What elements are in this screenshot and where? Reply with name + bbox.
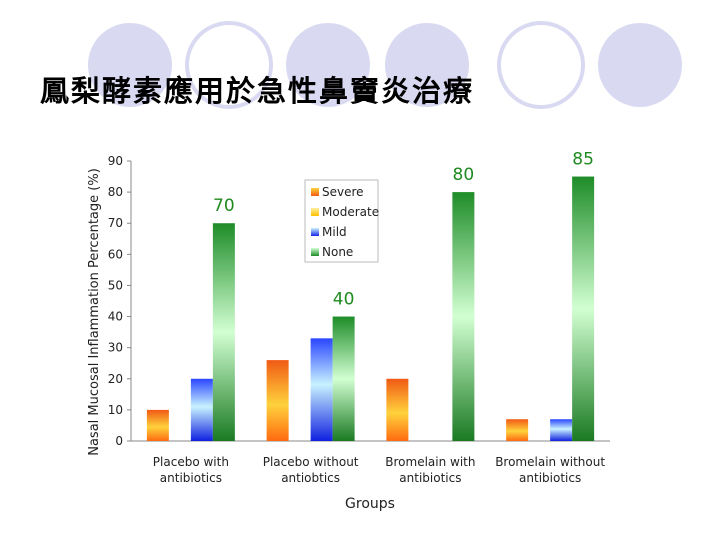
decorative-circle: [385, 23, 469, 107]
x-category-label: Placebo with: [153, 455, 229, 469]
x-category-label: antibiotics: [399, 471, 461, 485]
legend-label-mild: Mild: [322, 225, 347, 239]
bar-severe: [146, 409, 169, 441]
bar-none: [332, 316, 355, 441]
y-tick-label: 90: [108, 154, 123, 168]
bars: [146, 176, 595, 442]
bar-none: [212, 223, 235, 441]
data-label: 40: [333, 290, 355, 310]
data-label: 85: [572, 150, 594, 170]
x-category-label: antiobtics: [281, 471, 340, 485]
bar-severe: [506, 419, 529, 441]
decorative-circle: [497, 21, 585, 109]
legend-swatch-mild: [311, 228, 319, 236]
x-category-label: Bromelain without: [495, 455, 605, 469]
data-labels: 70 40 80 85: [213, 150, 594, 310]
legend-label-moderate: Moderate: [322, 205, 379, 219]
y-tick-label: 40: [108, 310, 123, 324]
y-tick-label: 60: [108, 247, 123, 261]
decorative-circle: [598, 23, 682, 107]
y-tick-label: 80: [108, 185, 123, 199]
bar-none: [572, 176, 595, 442]
legend-swatch-none: [311, 248, 319, 256]
y-axis-title: Nasal Mucosal Inflammation Percentage (%…: [87, 168, 102, 456]
y-axis-ticks: 0 10 20 30 40 50 60 70 80 90: [108, 154, 131, 448]
x-category-label: antibiotics: [519, 471, 581, 485]
decorative-circle: [88, 23, 172, 107]
legend-swatch-severe: [311, 188, 319, 196]
bar-mild: [190, 378, 213, 441]
data-label: 80: [453, 165, 475, 185]
x-axis-title: Groups: [345, 496, 395, 512]
legend-label-none: None: [322, 245, 353, 259]
y-tick-label: 0: [115, 434, 123, 448]
y-tick-label: 20: [108, 372, 123, 386]
x-category-label: Placebo without: [263, 455, 359, 469]
bar-mild: [550, 419, 573, 441]
bar-severe: [266, 360, 289, 441]
decorative-circle: [185, 21, 273, 109]
legend: Severe Moderate Mild None: [304, 179, 379, 263]
legend-swatch-moderate: [311, 208, 319, 216]
slide-title: 鳳梨酵素應用於急性鼻竇炎治療: [40, 74, 475, 108]
y-tick-label: 30: [108, 341, 123, 355]
x-axis-categories: Placebo with antibiotics Placebo without an…: [153, 455, 606, 485]
y-tick-label: 10: [108, 403, 123, 417]
legend-label-severe: Severe: [322, 185, 364, 199]
y-tick-label: 50: [108, 278, 123, 292]
bar-none: [452, 192, 475, 441]
data-label: 70: [213, 196, 235, 216]
bar-severe: [386, 378, 409, 441]
x-category-label: antibiotics: [160, 471, 222, 485]
decorative-circle: [286, 23, 370, 107]
x-category-label: Bromelain with: [385, 455, 475, 469]
y-tick-label: 70: [108, 216, 123, 230]
bar-mild: [310, 338, 333, 441]
